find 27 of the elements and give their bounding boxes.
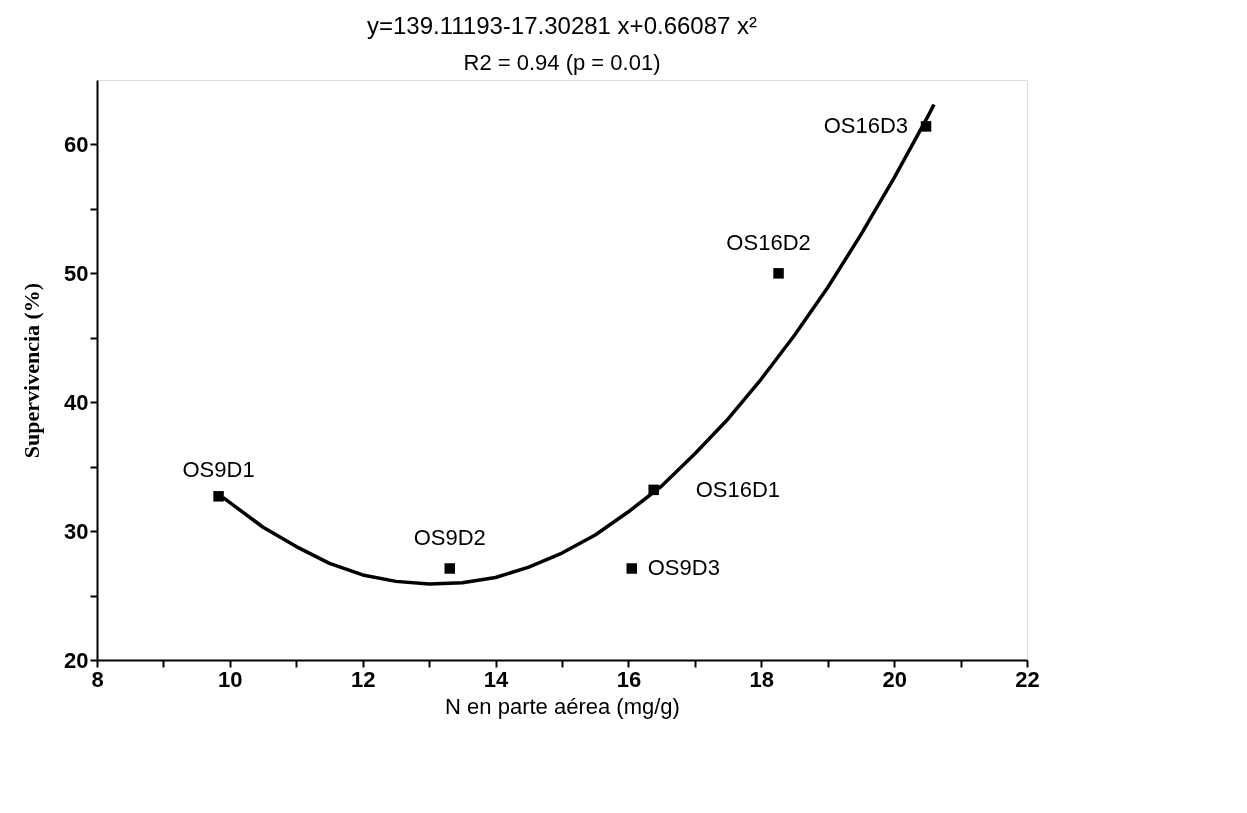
y-tick-label: 20: [64, 647, 89, 673]
x-tick-label: 18: [749, 666, 775, 692]
x-tick-label: 8: [91, 666, 104, 692]
x-tick-label: 22: [1015, 666, 1040, 692]
annotation: OS9D2: [413, 525, 486, 551]
y-tick-label: 50: [64, 260, 89, 286]
x-tick-label: 14: [483, 666, 510, 692]
annotation: OS9D1: [182, 457, 255, 483]
x-tick-label: 16: [616, 666, 642, 692]
y-axis-title: Supervivencia (%): [19, 282, 45, 459]
x-axis-title: N en parte aérea (mg/g): [445, 693, 680, 719]
point: [213, 491, 224, 502]
y-tick-label: 60: [64, 131, 89, 157]
annotation: OS16D1: [695, 476, 781, 502]
annotation: OS16D2: [726, 230, 811, 256]
point: [444, 563, 455, 574]
x-tick-label: 12: [350, 666, 376, 692]
chart-title: y=139.11193-17.30281 x+0.66087 x²: [366, 12, 758, 39]
annotation: OS16D3: [823, 113, 909, 139]
y-tick-label: 40: [64, 389, 89, 415]
y-tick-label: 30: [64, 518, 89, 544]
annotation: OS9D3: [647, 555, 720, 581]
x-tick-label: 10: [218, 666, 243, 692]
point: [773, 268, 784, 279]
point: [626, 563, 637, 574]
chart-subtitle: R2 = 0.94 (p = 0.01): [463, 50, 661, 75]
x-tick-label: 20: [882, 666, 907, 692]
